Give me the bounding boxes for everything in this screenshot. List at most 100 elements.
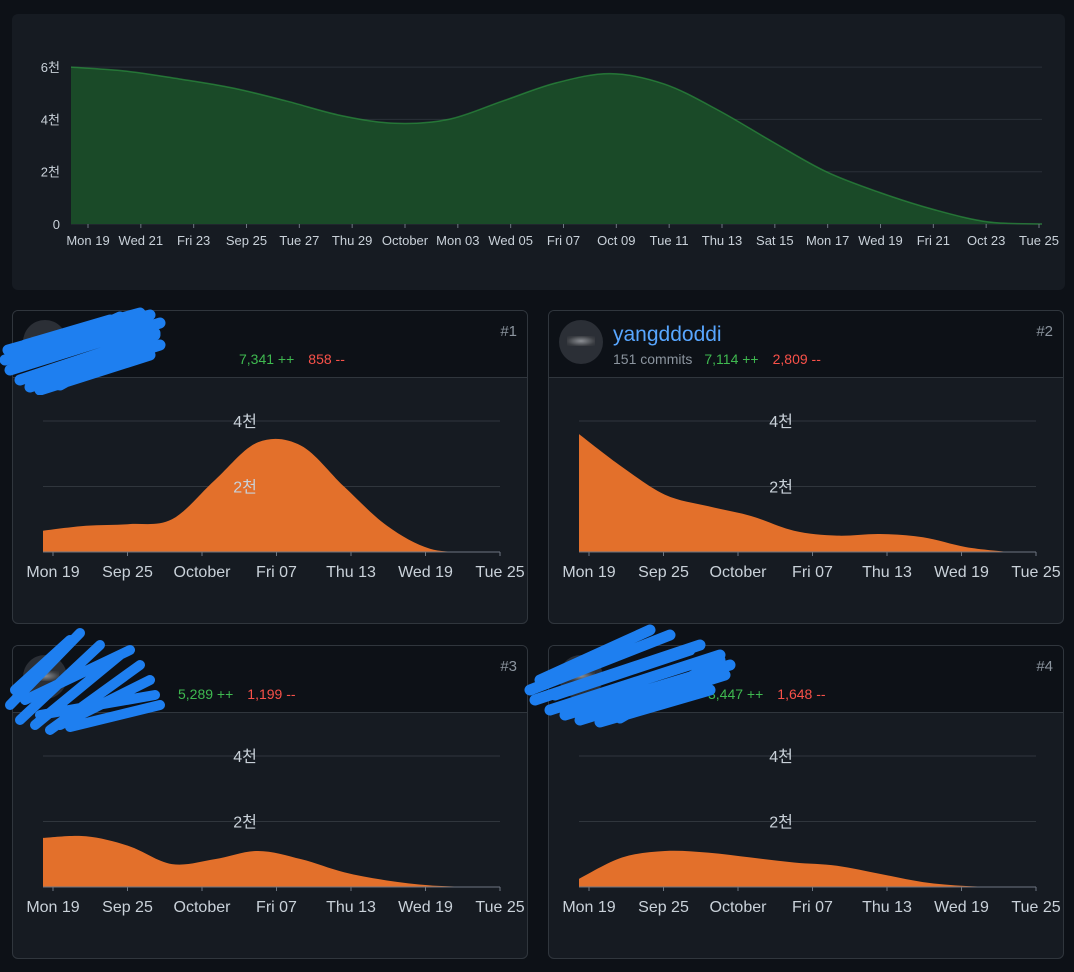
x-tick-label: October — [710, 899, 768, 916]
y-tick-label: 6천 — [41, 60, 60, 75]
x-tick-label: Thu 13 — [326, 899, 376, 916]
rank-badge: #1 — [500, 323, 517, 340]
area-fill — [43, 835, 473, 887]
contributor-header: 3,447 ++ 1,648 -- #4 — [549, 646, 1063, 713]
contributor-card-2: yangddoddi 151 commits 7,114 ++ 2,809 -- #… — [548, 310, 1064, 624]
deletions-count: 2,809 -- — [772, 351, 821, 367]
contributor-chart: 2천 4천 Mon 19 Sep 25 October Fri 07 Thu 13 Wed 1… — [26, 748, 524, 916]
y-tick-label: 4천 — [41, 112, 60, 127]
x-tick-label: Wed 19 — [398, 899, 453, 916]
x-tick-label: Mon 19 — [562, 564, 615, 581]
contributor-stats: 3,447 ++ 1,648 -- — [613, 686, 826, 702]
x-tick-label: Wed 19 — [398, 564, 453, 581]
area-fill — [71, 67, 1042, 224]
avatar[interactable] — [559, 655, 603, 699]
y-tick-label: 4천 — [769, 413, 793, 431]
x-tick-label: Sep 25 — [102, 564, 153, 581]
avatar[interactable] — [23, 655, 67, 699]
deletions-count: 1,199 -- — [247, 686, 296, 702]
x-tick-label: Sat 15 — [756, 233, 794, 248]
y-tick-label: 4천 — [769, 748, 793, 766]
deletions-count: 1,648 -- — [777, 686, 826, 702]
contributor-header: yangddoddi 151 commits 7,114 ++ 2,809 -- #… — [549, 311, 1063, 378]
x-tick-label: Mon 19 — [562, 899, 615, 916]
contributor-header: 7,341 ++ 858 -- #1 — [13, 311, 527, 378]
deletions-count: 858 -- — [308, 351, 345, 367]
y-tick-label: 2천 — [41, 165, 60, 180]
y-tick-label: 2천 — [769, 814, 793, 832]
x-tick-label: October — [174, 564, 232, 581]
contributor-chart: 2천 4천 Mon 19 Sep 25 October Fri 07 Thu 13 Wed 1… — [562, 748, 1060, 916]
x-tick-label: Tue 25 — [1011, 564, 1060, 581]
x-tick-label: Thu 13 — [702, 233, 742, 248]
x-tick-label: Tue 27 — [279, 233, 319, 248]
additions-count: 5,289 ++ — [178, 686, 234, 702]
x-tick-label: Tue 25 — [1011, 899, 1060, 916]
contributor-card-4: 3,447 ++ 1,648 -- #4 2천 4천 Mon 19 Sep 25 Octo… — [548, 645, 1064, 959]
avatar[interactable] — [23, 320, 67, 364]
x-tick-label: Mon 19 — [26, 899, 79, 916]
area-fill — [43, 438, 473, 552]
area-fill — [579, 434, 1009, 552]
contributor-stats: 7,341 ++ 858 -- — [77, 351, 345, 367]
y-tick-label: 0 — [53, 217, 60, 232]
x-tick-label: Fri 21 — [917, 233, 950, 248]
contributor-header: 5,289 ++ 1,199 -- #3 — [13, 646, 527, 713]
contributor-chart: 2천 4천 Mon 19 Sep 25 October Fri 07 Thu 13 Wed 1… — [26, 413, 524, 581]
x-tick-label: Wed 21 — [119, 233, 164, 248]
avatar[interactable] — [559, 320, 603, 364]
contributor-stats: 151 commits 7,114 ++ 2,809 -- — [613, 351, 821, 367]
x-tick-label: Fri 07 — [792, 899, 833, 916]
x-tick-label: October — [382, 233, 429, 248]
x-tick-label: Tue 25 — [475, 564, 524, 581]
x-tick-label: Sep 25 — [102, 899, 153, 916]
additions-count: 7,114 ++ — [704, 351, 759, 367]
x-tick-label: Thu 29 — [332, 233, 372, 248]
x-tick-label: Wed 19 — [934, 564, 989, 581]
x-tick-label: Wed 19 — [858, 233, 903, 248]
overview-chart: 0 2천 4천 6천 Mon 19 Wed 21 Fri 23 Sep 25 Tue 27 Thu… — [41, 60, 1059, 248]
commit-count: 151 commits — [613, 351, 693, 367]
x-tick-label: Tue 11 — [650, 233, 689, 248]
contributor-name[interactable]: yangddoddi — [613, 323, 722, 346]
y-tick-label: 2천 — [233, 479, 257, 497]
contributor-chart: 2천 4천 Mon 19 Sep 25 October Fri 07 Thu 13 Wed 1… — [562, 413, 1060, 581]
x-tick-label: Sep 25 — [638, 899, 689, 916]
additions-count: 7,341 ++ — [239, 351, 295, 367]
x-tick-label: Thu 13 — [862, 899, 912, 916]
x-tick-label: Mon 19 — [66, 233, 109, 248]
y-tick-label: 4천 — [233, 413, 257, 431]
x-tick-label: Fri 23 — [177, 233, 210, 248]
rank-badge: #3 — [500, 658, 517, 675]
x-tick-label: Wed 19 — [934, 899, 989, 916]
x-tick-label: Mon 19 — [26, 564, 79, 581]
x-tick-label: Thu 13 — [862, 564, 912, 581]
area-line — [70, 66, 1043, 225]
y-tick-label: 4천 — [233, 748, 257, 766]
area-fill — [579, 850, 1009, 887]
x-tick-label: October — [710, 564, 768, 581]
x-tick-label: October — [174, 899, 232, 916]
x-tick-label: Mon 17 — [806, 233, 849, 248]
x-tick-label: Oct 09 — [597, 233, 635, 248]
x-tick-label: Mon 03 — [436, 233, 479, 248]
x-tick-label: Sep 25 — [226, 233, 267, 248]
y-tick-label: 2천 — [769, 479, 793, 497]
x-tick-label: Tue 25 — [475, 899, 524, 916]
rank-badge: #2 — [1036, 323, 1053, 340]
y-tick-label: 2천 — [233, 814, 257, 832]
x-tick-label: Fri 07 — [547, 233, 580, 248]
x-tick-label: Sep 25 — [638, 564, 689, 581]
x-tick-label: Wed 05 — [488, 233, 533, 248]
x-tick-label: Fri 07 — [256, 899, 297, 916]
x-tick-label: Oct 23 — [967, 233, 1005, 248]
x-tick-label: Thu 13 — [326, 564, 376, 581]
rank-badge: #4 — [1036, 658, 1053, 675]
overview-panel: 0 2천 4천 6천 Mon 19 Wed 21 Fri 23 Sep 25 Tue 27 Thu… — [12, 14, 1065, 290]
x-tick-label: Fri 07 — [256, 564, 297, 581]
contributor-stats: 5,289 ++ 1,199 -- — [77, 686, 296, 702]
x-tick-label: Fri 07 — [792, 564, 833, 581]
additions-count: 3,447 ++ — [708, 686, 764, 702]
x-tick-label: Tue 25 — [1019, 233, 1059, 248]
contributor-card-3: 5,289 ++ 1,199 -- #3 2천 4천 Mon 19 Sep 25 Octo… — [12, 645, 528, 959]
